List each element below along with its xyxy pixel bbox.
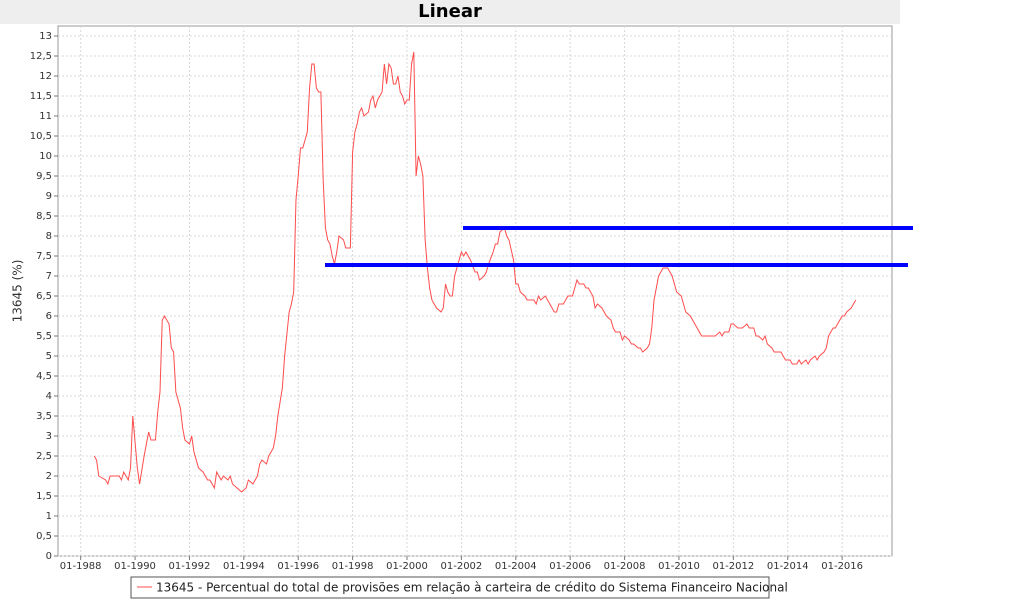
x-tick-label: 01-2014 — [767, 561, 809, 572]
legend: 13645 - Percentual do total de provisões… — [130, 576, 788, 599]
y-tick-label: 7 — [46, 271, 52, 282]
y-axis-label: 13645 (%) — [11, 260, 25, 323]
y-tick-label: 9,5 — [36, 171, 52, 182]
y-tick-label: 6,5 — [36, 291, 52, 302]
grid — [54, 26, 892, 560]
y-tick-label: 8 — [46, 231, 52, 242]
y-tick-label: 13 — [39, 31, 52, 42]
y-tick-label: 0 — [46, 551, 52, 562]
x-tick-label: 01-2010 — [658, 561, 700, 572]
x-tick-label: 01-1992 — [169, 561, 211, 572]
x-tick-label: 01-1998 — [332, 561, 374, 572]
y-tick-label: 5 — [46, 351, 52, 362]
x-tick-label: 01-2002 — [441, 561, 483, 572]
x-tick-label: 01-1994 — [223, 561, 265, 572]
legend-label: 13645 - Percentual do total de provisões… — [156, 581, 788, 595]
y-tick-label: 12,5 — [30, 51, 52, 62]
x-tick-label: 01-2012 — [712, 561, 754, 572]
y-tick-label: 10,5 — [30, 131, 52, 142]
y-tick-label: 3,5 — [36, 411, 52, 422]
chart-title: Linear — [418, 1, 482, 22]
y-tick-label: 7,5 — [36, 251, 52, 262]
y-tick-label: 0,5 — [36, 531, 52, 542]
y-tick-label: 1 — [46, 511, 52, 522]
series-line — [93, 51, 857, 493]
y-tick-label: 1,5 — [36, 491, 52, 502]
y-tick-label: 9 — [46, 191, 52, 202]
y-tick-label: 4 — [46, 391, 52, 402]
y-tick-label: 10 — [39, 151, 52, 162]
y-tick-label: 11,5 — [30, 91, 52, 102]
x-tick-label: 01-1988 — [60, 561, 102, 572]
x-tick-label: 01-2000 — [386, 561, 428, 572]
legend-box — [130, 576, 770, 599]
series-layer — [93, 51, 857, 493]
x-tick-label: 01-2004 — [495, 561, 537, 572]
y-tick-label: 8,5 — [36, 211, 52, 222]
y-tick-label: 6 — [46, 311, 52, 322]
y-tick-label: 2 — [46, 471, 52, 482]
y-tick-label: 5,5 — [36, 331, 52, 342]
x-tick-label: 01-2008 — [604, 561, 646, 572]
x-tick-label: 01-2006 — [549, 561, 591, 572]
x-tick-label: 01-1996 — [277, 561, 319, 572]
y-tick-label: 11 — [39, 111, 52, 122]
y-tick-label: 3 — [46, 431, 52, 442]
y-tick-label: 4,5 — [36, 371, 52, 382]
x-tick-label: 01-1990 — [114, 561, 156, 572]
y-tick-label: 2,5 — [36, 451, 52, 462]
y-tick-label: 12 — [39, 71, 52, 82]
title-band — [0, 0, 900, 24]
x-tick-label: 01-2016 — [821, 561, 863, 572]
plot-area — [57, 25, 893, 557]
